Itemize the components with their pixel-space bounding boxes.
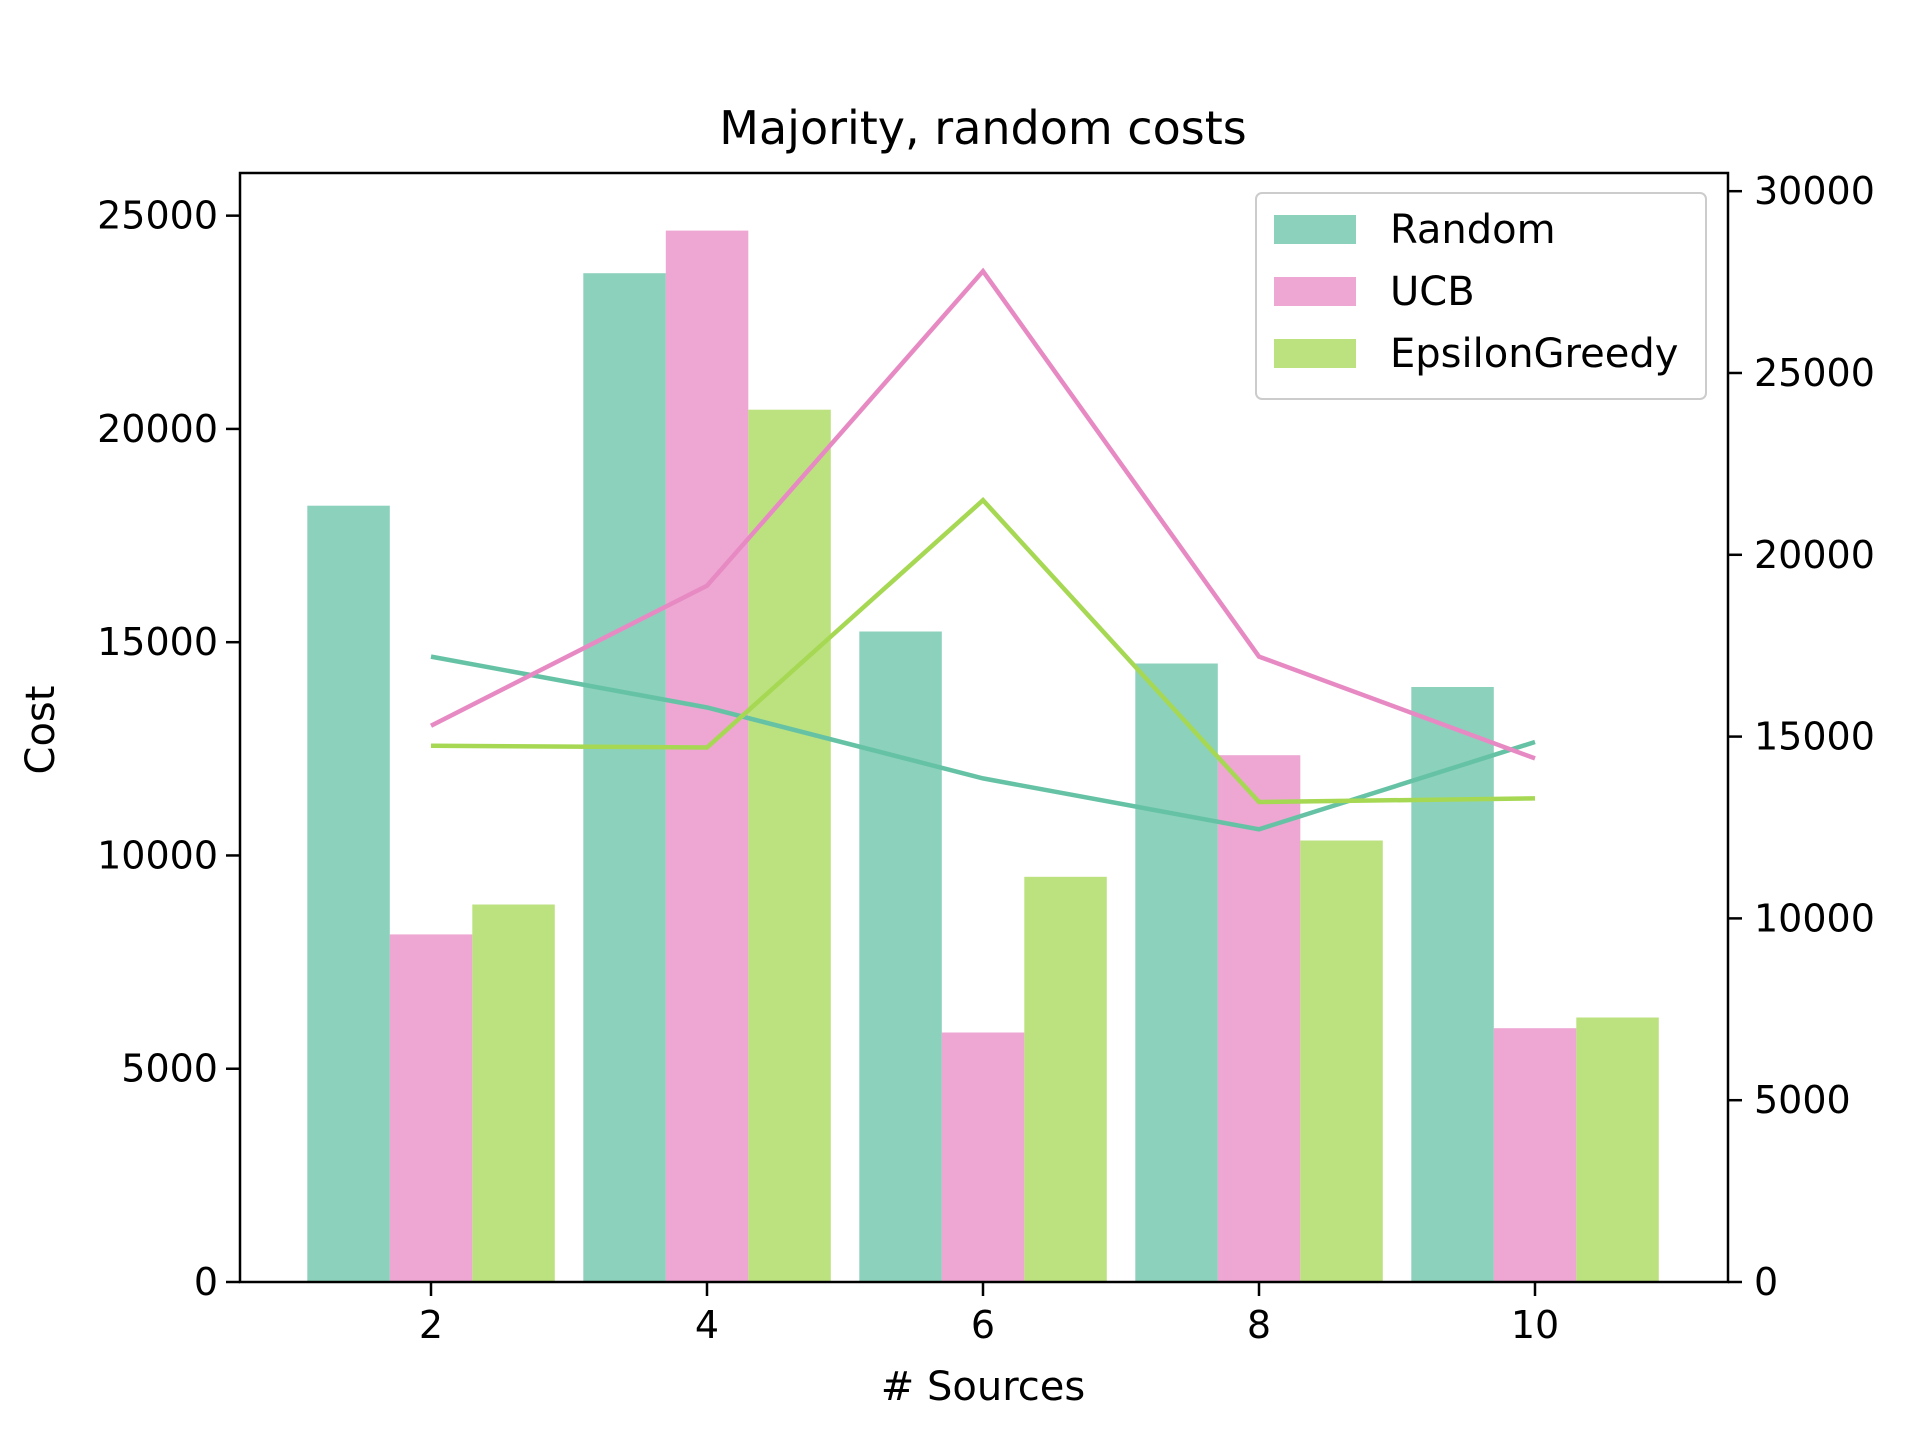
legend-label-ucb: UCB	[1390, 269, 1475, 315]
bar-random-4	[583, 273, 666, 1282]
bar-epsilongreedy-10	[1576, 1017, 1659, 1282]
legend-label-epsilongreedy: EpsilonGreedy	[1390, 331, 1678, 377]
y-tick-label: 25000	[97, 194, 218, 238]
y-axis-label: Cost	[18, 686, 64, 775]
y2-tick-label: 15000	[1754, 715, 1875, 759]
bar-ucb-4	[665, 230, 749, 1283]
legend-label-random: Random	[1390, 207, 1556, 253]
y-tick-label: 5000	[121, 1047, 218, 1091]
bar-random-2	[307, 505, 390, 1282]
x-axis-label: # Sources	[881, 1364, 1085, 1410]
bar-random-10	[1411, 687, 1494, 1282]
legend-box	[1255, 192, 1707, 400]
y-axis-left: 0 5000 10000 15000 20000 25000	[97, 194, 240, 1304]
bar-ucb-6	[941, 1032, 1025, 1282]
bar-ucb-2	[389, 934, 473, 1282]
line-epsilongreedy	[430, 497, 1536, 805]
x-tick-label: 2	[419, 1303, 443, 1347]
y-tick-label: 10000	[97, 833, 218, 877]
legend-swatch-ucb	[1274, 277, 1356, 306]
bar-random-6	[859, 631, 942, 1282]
bar-epsilongreedy-6	[1024, 876, 1107, 1282]
bar-epsilongreedy-8	[1300, 840, 1383, 1282]
chart-title: Majority, random costs	[719, 101, 1246, 155]
legend-swatch-random	[1274, 215, 1356, 244]
x-axis: 2 4 6 8 10	[419, 1282, 1559, 1347]
bar-epsilongreedy-2	[472, 904, 555, 1282]
line-ucb	[429, 267, 1536, 761]
y2-tick-label: 30000	[1754, 169, 1875, 213]
bar-ucb-10	[1493, 1028, 1577, 1282]
legend-swatch-epsilongreedy	[1274, 339, 1356, 368]
y-tick-label: 20000	[97, 407, 218, 451]
lines-group	[429, 267, 1536, 832]
y2-tick-label: 0	[1754, 1260, 1778, 1304]
y-tick-label: 0	[194, 1260, 218, 1304]
x-tick-label: 4	[695, 1303, 719, 1347]
bars-group	[307, 230, 1659, 1283]
x-tick-label: 10	[1511, 1303, 1559, 1347]
bar-epsilongreedy-4	[748, 409, 831, 1282]
y2-tick-label: 5000	[1754, 1078, 1851, 1122]
x-tick-label: 6	[971, 1303, 995, 1347]
bar-ucb-8	[1217, 755, 1301, 1282]
y2-tick-label: 20000	[1754, 533, 1875, 577]
legend: Random UCB EpsilonGreedy	[1255, 192, 1707, 400]
x-tick-label: 8	[1247, 1303, 1271, 1347]
y2-tick-label: 25000	[1754, 351, 1875, 395]
bar-random-8	[1135, 663, 1218, 1282]
y2-tick-label: 10000	[1754, 896, 1875, 940]
y-axis-right: 0 5000 10000 15000 20000 25000 30000	[1728, 169, 1875, 1304]
y-tick-label: 15000	[97, 620, 218, 664]
